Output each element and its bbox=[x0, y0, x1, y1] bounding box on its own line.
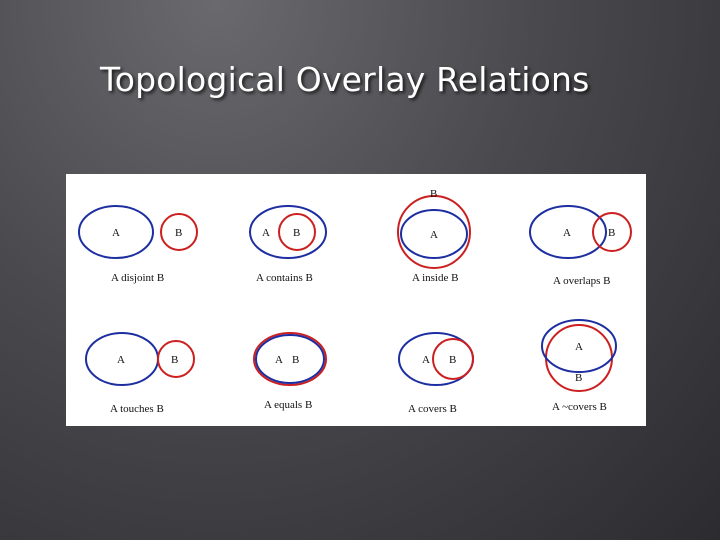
panel-contains: A B A contains B bbox=[249, 205, 327, 284]
relation-caption: A overlaps B bbox=[553, 275, 610, 287]
panel-covered-by: A B A ~covers B bbox=[541, 319, 617, 413]
set-b-label: B bbox=[575, 372, 582, 384]
set-b-circle bbox=[157, 340, 195, 378]
set-b-label: B bbox=[293, 227, 300, 239]
relation-caption: A touches B bbox=[110, 403, 164, 415]
set-a-label: A bbox=[430, 229, 438, 241]
relations-diagram: A B A disjoint B A B A contains B A B A … bbox=[78, 188, 632, 415]
relation-caption: A contains B bbox=[256, 272, 313, 284]
panel-overlaps: A B A overlaps B bbox=[529, 205, 632, 287]
set-a-label: A bbox=[275, 354, 283, 366]
panel-touches: A B A touches B bbox=[85, 332, 195, 415]
panel-inside: A B A inside B bbox=[397, 188, 471, 284]
relation-caption: A disjoint B bbox=[111, 272, 164, 284]
set-b-label: B bbox=[292, 354, 299, 366]
slide-title: Topological Overlay Relations bbox=[100, 60, 590, 99]
set-a-ellipse bbox=[78, 205, 154, 259]
relation-caption: A ~covers B bbox=[552, 401, 607, 413]
set-b-label: B bbox=[430, 188, 437, 200]
set-a-label: A bbox=[117, 354, 125, 366]
set-a-label: A bbox=[563, 227, 571, 239]
set-a-ellipse bbox=[541, 319, 617, 373]
set-a-ellipse bbox=[529, 205, 607, 259]
set-b-circle bbox=[592, 212, 632, 252]
set-b-label: B bbox=[608, 227, 615, 239]
panel-equals: A B A equals B bbox=[253, 332, 327, 411]
set-a-label: A bbox=[112, 227, 120, 239]
set-b-label: B bbox=[449, 354, 456, 366]
set-b-label: B bbox=[175, 227, 182, 239]
set-b-ellipse bbox=[253, 332, 327, 386]
set-a-label: A bbox=[575, 341, 583, 353]
set-a-label: A bbox=[262, 227, 270, 239]
set-a-ellipse bbox=[249, 205, 327, 259]
set-a-ellipse bbox=[400, 209, 468, 259]
relation-caption: A equals B bbox=[264, 399, 312, 411]
set-a-ellipse bbox=[255, 334, 325, 384]
relations-figure: A B A disjoint B A B A contains B A B A … bbox=[66, 174, 646, 426]
panel-covers: A B A covers B bbox=[398, 332, 474, 415]
relation-caption: A covers B bbox=[408, 403, 457, 415]
relation-caption: A inside B bbox=[412, 272, 458, 284]
set-b-circle bbox=[397, 195, 471, 269]
set-b-circle bbox=[278, 213, 316, 251]
set-b-label: B bbox=[171, 354, 178, 366]
set-b-circle bbox=[432, 338, 474, 380]
set-a-label: A bbox=[422, 354, 430, 366]
panel-disjoint: A B A disjoint B bbox=[78, 205, 198, 284]
set-b-circle bbox=[160, 213, 198, 251]
